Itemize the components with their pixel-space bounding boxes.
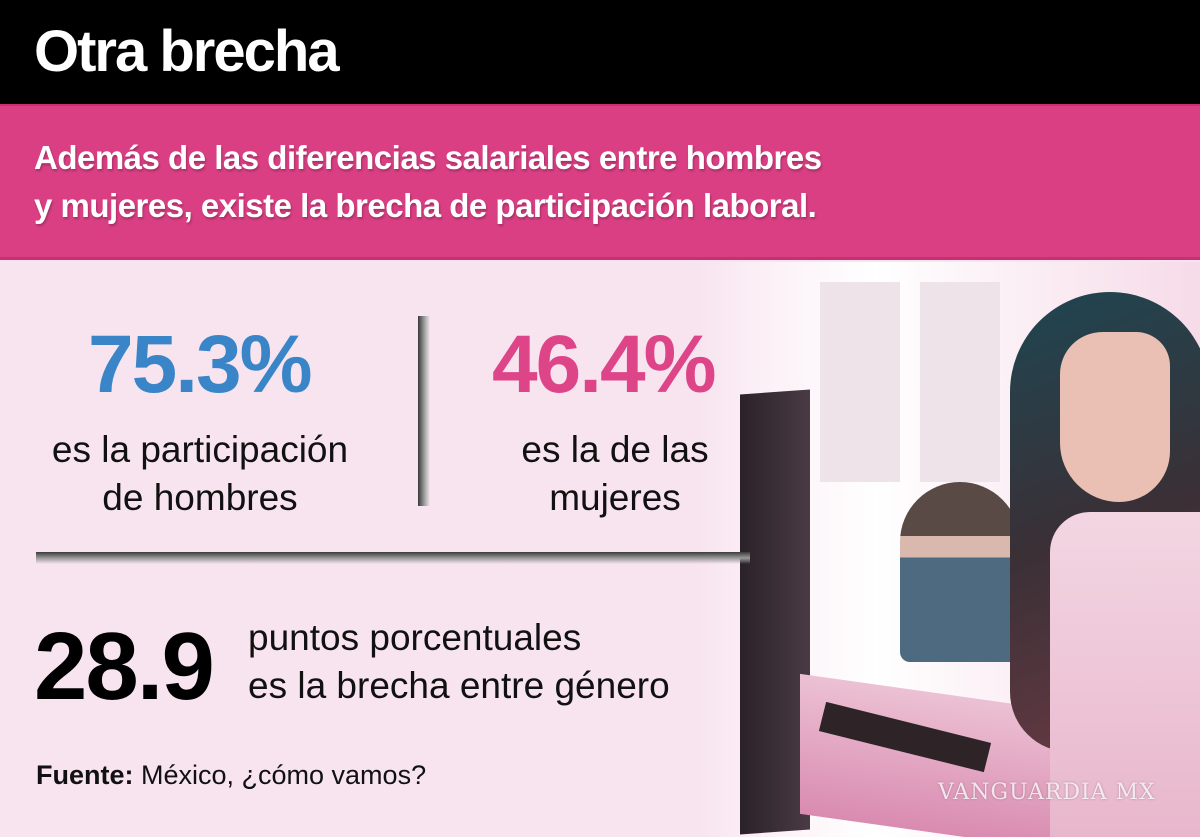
label-line: es la participación	[51, 429, 349, 470]
subtitle-line: Además de las diferencias salariales ent…	[34, 139, 822, 176]
label-line: es la brecha entre género	[248, 665, 670, 706]
woman-face	[1060, 332, 1170, 502]
horizontal-divider	[36, 552, 750, 564]
men-participation-value: 75.3%	[88, 319, 313, 410]
woman-body	[1050, 512, 1200, 837]
women-participation-label: es la de las mujeres	[470, 426, 760, 522]
man-figure	[900, 482, 1020, 662]
gap-label: puntos porcentuales es la brecha entre g…	[248, 614, 670, 710]
page-title: Otra brecha	[34, 19, 340, 84]
label-line: mujeres	[549, 477, 681, 518]
label-line: puntos porcentuales	[248, 617, 582, 658]
subtitle-line: y mujeres, existe la brecha de participa…	[34, 187, 817, 224]
source-label: Fuente:	[36, 760, 134, 790]
label-line: de hombres	[102, 477, 298, 518]
men-participation-label: es la participación de hombres	[30, 426, 370, 522]
vertical-divider	[418, 316, 430, 506]
header-bar: Otra brecha	[0, 0, 1200, 104]
subtitle-band: Además de las diferencias salariales ent…	[0, 104, 1200, 260]
watermark-logo: VANGUARDIA MX	[938, 780, 1156, 805]
office-illustration	[700, 262, 1200, 837]
women-participation-value: 46.4%	[492, 319, 717, 410]
label-line: es la de las	[521, 429, 709, 470]
source-note: Fuente: México, ¿cómo vamos?	[36, 760, 426, 791]
gap-value: 28.9	[34, 613, 215, 720]
subtitle: Además de las diferencias salariales ent…	[34, 134, 822, 230]
source-text: México, ¿cómo vamos?	[133, 760, 427, 790]
